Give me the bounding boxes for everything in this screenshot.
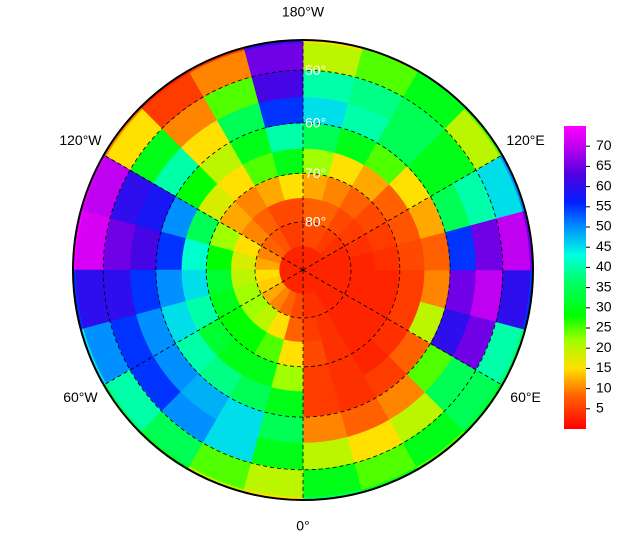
latitude-label: 60°: [305, 115, 326, 131]
colorbar-tick-label: 25: [596, 319, 612, 335]
longitude-label: 60°W: [63, 389, 98, 405]
colorbar-tick-label: 60: [596, 177, 612, 193]
grid-cell: [264, 387, 304, 418]
latitude-circle: [205, 172, 401, 368]
longitude-label: 60°E: [510, 389, 541, 405]
latitude-circle: [155, 122, 451, 418]
colorbar-tick-label: 15: [596, 359, 612, 375]
grid-cell: [155, 269, 186, 309]
grid-cell: [264, 122, 304, 153]
meridian: [302, 269, 503, 386]
map-border: [72, 39, 534, 501]
colorbar-tick-label: 70: [596, 137, 612, 153]
longitude-label: 180°W: [282, 4, 325, 20]
latitude-label: 50°: [305, 62, 326, 78]
colorbar-tick-label: 55: [596, 198, 612, 214]
colorbar-tick-label: 10: [596, 379, 612, 395]
colorbar-tick-label: 45: [596, 238, 612, 254]
colorbar-tick-label: 40: [596, 258, 612, 274]
latitude-label: 80°: [305, 214, 326, 230]
longitude-label: 120°W: [59, 132, 102, 148]
colorbar: [564, 126, 586, 429]
meridian: [103, 269, 304, 386]
longitude-label: 120°E: [506, 132, 544, 148]
colorbar-tick-label: 50: [596, 218, 612, 234]
grid-cell: [302, 387, 342, 418]
grid-cell: [257, 411, 304, 444]
colorbar-tick-label: 30: [596, 299, 612, 315]
grid-cell: [420, 231, 451, 271]
grid-cell: [155, 231, 186, 271]
latitude-circle: [254, 221, 352, 319]
colorbar-tick-label: 35: [596, 278, 612, 294]
grid-cell: [444, 269, 477, 316]
grid-cell: [420, 269, 451, 309]
colorbar-tick-label: 20: [596, 339, 612, 355]
grid-cell: [129, 224, 162, 271]
colorbar-tick-label: 5: [596, 400, 604, 416]
meridian: [302, 154, 503, 271]
meridian: [103, 154, 304, 271]
graticule: 50° 60° 70° 80° 180°W 120°E 60°E 0° 60°W 120°W: [59, 4, 544, 534]
longitude-label: 0°: [296, 518, 309, 534]
colorbar-tick-label: 65: [596, 157, 612, 173]
latitude-label: 70°: [305, 165, 326, 181]
